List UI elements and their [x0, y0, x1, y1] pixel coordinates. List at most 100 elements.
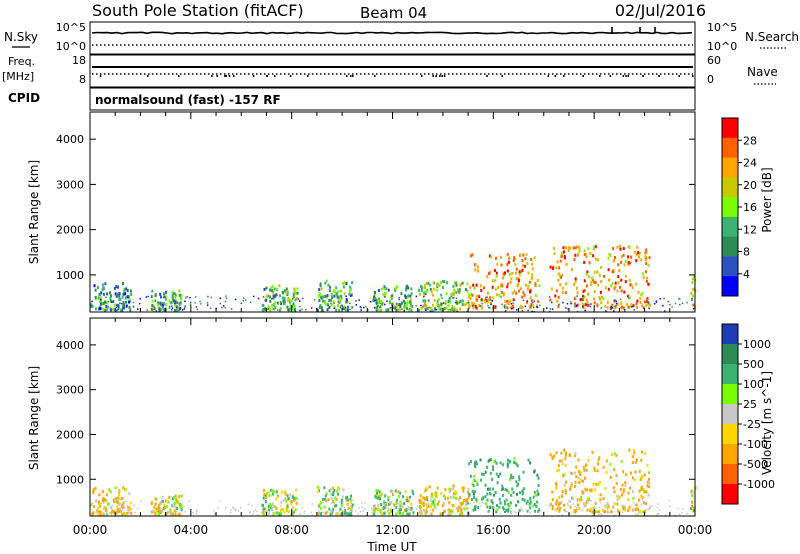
echo-cell: [169, 510, 172, 514]
echo-cell: [516, 484, 519, 488]
echo-cell: [502, 506, 504, 510]
ground-scatter-cell: [521, 309, 524, 312]
echo-cell: [328, 507, 331, 511]
ground-scatter-cell: [395, 306, 397, 308]
ground-scatter-cell: [359, 510, 362, 513]
echo-cell: [464, 288, 467, 291]
ground-scatter-cell: [599, 501, 602, 504]
echo-cell: [286, 290, 289, 294]
colorbar-swatch: [722, 484, 738, 505]
echo-cell: [174, 505, 177, 509]
echo-cell: [154, 504, 157, 508]
echo-cell: [435, 494, 438, 498]
echo-cell: [291, 512, 294, 516]
echo-cell: [628, 505, 631, 509]
echo-cell: [389, 500, 392, 504]
ground-scatter-cell: [504, 310, 507, 312]
echo-cell: [571, 481, 573, 485]
echo-cell: [349, 501, 352, 505]
echo-cell: [537, 492, 540, 496]
echo-cell: [621, 483, 624, 487]
ground-scatter-cell: [171, 305, 173, 307]
echo-cell: [467, 491, 470, 495]
echo-cell: [691, 294, 694, 298]
ground-scatter-cell: [214, 512, 216, 515]
echo-cell: [648, 477, 650, 481]
echo-cell: [604, 304, 607, 308]
echo-cell: [400, 508, 403, 512]
echo-cell: [549, 502, 552, 506]
echo-cell: [521, 268, 524, 272]
ground-scatter-cell: [358, 299, 360, 301]
ground-scatter-cell: [415, 508, 418, 510]
echo-cell: [600, 280, 603, 284]
echo-cell: [349, 287, 352, 291]
echo-cell: [159, 292, 162, 296]
echo-cell: [123, 304, 125, 308]
echo-cell: [276, 287, 279, 291]
echo-cell: [433, 505, 436, 509]
echo-cell: [91, 512, 94, 516]
echo-cell: [422, 504, 425, 508]
echo-cell: [295, 496, 298, 500]
echo-cell: [404, 295, 407, 299]
echo-cell: [266, 294, 269, 298]
echo-cell: [437, 283, 440, 287]
echo-cell: [335, 286, 338, 290]
ground-scatter-cell: [444, 303, 447, 305]
echo-cell: [160, 295, 163, 299]
echo-cell: [161, 301, 164, 305]
echo-cell: [583, 279, 586, 283]
echo-cell: [383, 287, 386, 290]
ground-scatter-cell: [145, 296, 148, 298]
ground-scatter-cell: [342, 511, 345, 513]
ground-scatter-cell: [257, 297, 260, 300]
echo-cell: [563, 255, 566, 258]
echo-cell: [113, 499, 115, 503]
echo-cell: [343, 292, 346, 296]
echo-cell: [567, 249, 570, 253]
echo-cell: [437, 298, 440, 302]
echo-cell: [284, 490, 287, 494]
echo-cell: [489, 491, 491, 495]
echo-cell: [394, 489, 397, 493]
echo-cell: [337, 303, 339, 307]
echo-cell: [349, 498, 352, 501]
velocity-echo-cells: [90, 448, 697, 517]
echo-cell: [622, 247, 625, 250]
echo-cell: [117, 285, 119, 289]
ground-scatter-cell: [401, 308, 403, 310]
echo-cell: [459, 299, 462, 303]
colorbar-swatch: [722, 236, 738, 257]
colorbar-tick-label: 500: [743, 358, 764, 371]
echo-cell: [494, 491, 497, 495]
colorbar-tick-label: -500: [743, 458, 768, 471]
date-label: 02/Jul/2016: [615, 1, 706, 20]
echo-cell: [451, 307, 454, 311]
echo-cell: [631, 455, 634, 459]
echo-cell: [102, 301, 105, 305]
echo-cell: [171, 497, 174, 501]
echo-cell: [476, 298, 479, 302]
echo-cell: [563, 508, 566, 512]
ground-scatter-cell: [240, 302, 243, 304]
echo-cell: [620, 255, 623, 259]
echo-cell: [609, 462, 612, 466]
echo-cell: [170, 301, 173, 305]
echo-cell: [295, 297, 298, 301]
echo-cell: [636, 458, 638, 462]
echo-cell: [512, 259, 515, 263]
echo-cell: [423, 284, 426, 287]
echo-cell: [387, 308, 390, 312]
echo-cell: [382, 293, 385, 297]
nave-dropout: [554, 75, 556, 77]
echo-cell: [583, 468, 586, 472]
echo-cell: [411, 304, 414, 308]
echo-cell: [581, 302, 584, 306]
echo-cell: [614, 281, 617, 285]
echo-cell: [467, 295, 470, 299]
ground-scatter-cell: [139, 298, 141, 300]
echo-cell: [599, 297, 601, 301]
echo-cell: [458, 301, 460, 305]
echo-cell: [524, 283, 527, 287]
